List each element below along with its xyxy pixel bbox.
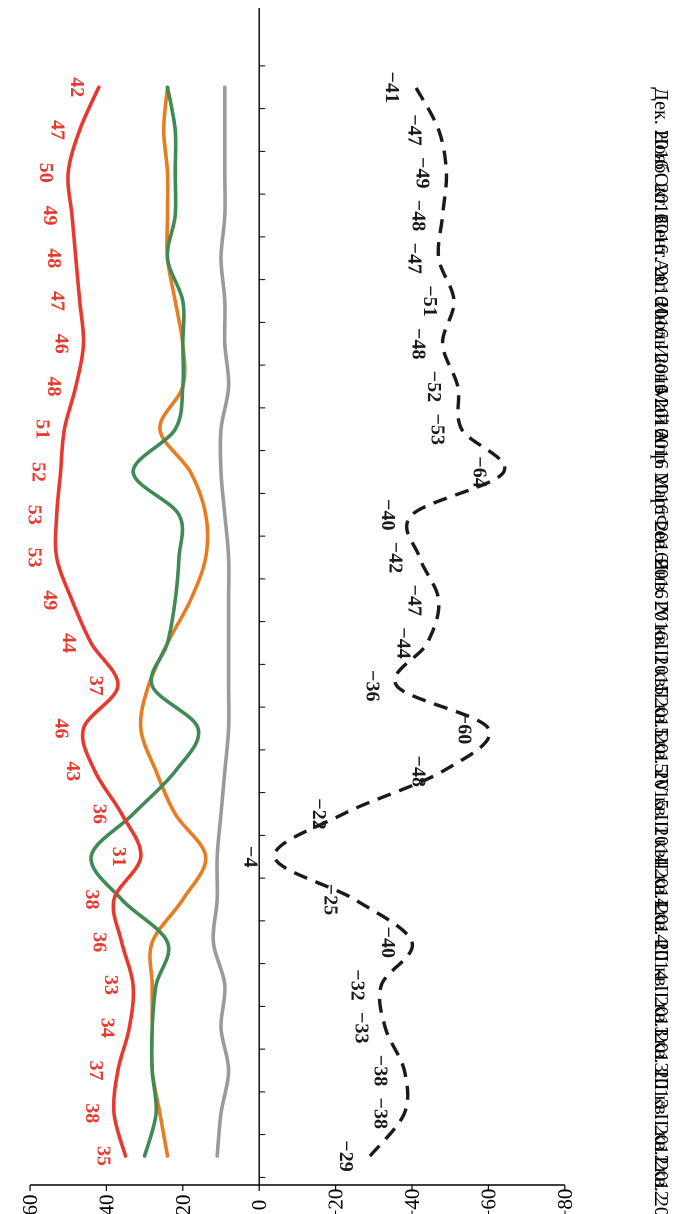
data-label: 49	[39, 590, 61, 610]
data-label: −38	[369, 1098, 391, 1129]
category-tick-label: Янв. 2016	[650, 558, 672, 642]
category-tick-label: IV кв. 2015	[650, 600, 672, 695]
category-tick-label: Апр. 2016	[650, 429, 672, 514]
data-label: 47	[47, 291, 69, 311]
data-label: −40	[377, 927, 399, 958]
data-label: 35	[93, 1146, 115, 1166]
value-tick-label: −20	[324, 1189, 348, 1214]
data-label: −48	[408, 200, 430, 231]
data-label: −44	[392, 627, 414, 658]
data-label: −48	[408, 756, 430, 787]
data-label: −38	[369, 1055, 391, 1086]
data-label: 44	[58, 633, 80, 653]
category-tick-label: III кв. 2013	[650, 942, 672, 1036]
data-label: 50	[35, 163, 57, 183]
data-label: 53	[24, 505, 46, 525]
data-label: −47	[404, 243, 426, 274]
data-label: 36	[89, 932, 111, 952]
data-label: 46	[50, 719, 72, 739]
data-label: −22	[308, 798, 330, 829]
data-label: 49	[39, 206, 61, 226]
series-line	[89, 85, 201, 1158]
data-label: 43	[62, 761, 84, 781]
category-tick-label: II кв. 2012	[650, 1113, 672, 1200]
data-label: 37	[85, 1061, 107, 1081]
series-line	[138, 85, 210, 1158]
category-tick-label: IV кв. 2014	[650, 771, 672, 866]
data-label: −36	[362, 670, 384, 701]
value-tick-label: 0	[247, 1200, 271, 1211]
value-tick-label: −60	[476, 1189, 500, 1214]
category-tick-label: I кв. 2014	[650, 900, 672, 981]
value-tick-label: −80	[553, 1189, 577, 1214]
data-label: 34	[96, 1018, 118, 1038]
data-label: −51	[419, 285, 441, 316]
data-label: 52	[28, 462, 50, 482]
data-label: 38	[81, 890, 103, 910]
data-label: 38	[81, 1103, 103, 1123]
category-tick-label: Июнь 2016	[650, 344, 672, 438]
data-label: −64	[469, 456, 491, 487]
data-label: 37	[85, 676, 107, 696]
category-tick-label: II кв. 2015	[650, 686, 672, 773]
series-line	[211, 85, 231, 1158]
value-tick-label: −40	[400, 1189, 424, 1214]
data-label: −47	[404, 114, 426, 145]
data-label: −53	[427, 414, 449, 445]
category-tick-label: Нояб. 2016	[650, 130, 672, 223]
data-label: −48	[408, 328, 430, 359]
data-label: −60	[453, 713, 475, 744]
category-tick-label: III кв. 2014	[650, 814, 672, 908]
data-label: 36	[89, 804, 111, 824]
data-label: 48	[43, 248, 65, 268]
category-tick-label: Фев. 2016	[650, 515, 672, 599]
data-label: 47	[47, 120, 69, 140]
data-label: 46	[50, 334, 72, 354]
data-label: −33	[350, 1012, 372, 1043]
data-label: −25	[320, 884, 342, 915]
data-label: 53	[24, 548, 46, 568]
data-label: 42	[66, 77, 88, 97]
category-tick-label: Май 2016	[650, 387, 672, 469]
category-tick-label: III кв. 2012	[650, 1071, 672, 1165]
data-label: −42	[385, 542, 407, 573]
value-tick-label: 40	[94, 1195, 118, 1214]
value-tick-label: 20	[171, 1195, 195, 1214]
category-tick-label: II кв. 2014	[650, 857, 672, 944]
category-tick-label: Окт. 2016	[650, 173, 672, 254]
category-tick-label: Сент. 2016	[650, 216, 672, 306]
data-label: 48	[43, 377, 65, 397]
category-tick-label: I кв. 2013	[650, 1028, 672, 1109]
data-label: −41	[381, 72, 403, 103]
data-label: −4	[239, 846, 261, 867]
category-tick-label: Авг. 2016	[650, 258, 672, 338]
category-tick-label: Март 2016	[650, 472, 672, 562]
data-label: −49	[411, 157, 433, 188]
data-label: −52	[423, 371, 445, 402]
category-tick-label: I кв. 2012	[650, 1156, 672, 1214]
category-tick-label: III кв. 2015	[650, 643, 672, 737]
series-line	[53, 85, 143, 1158]
data-label: −47	[404, 585, 426, 616]
category-tick-label: I кв. 2015	[650, 729, 672, 810]
category-tick-label: Июль 2016	[650, 301, 672, 394]
series-layer	[53, 85, 507, 1158]
data-label: 31	[108, 847, 130, 867]
data-label: 51	[31, 419, 53, 439]
data-label: −32	[346, 969, 368, 1000]
data-label-layer: 35 38 37 34 33 36 38 31 36 43 46 37 44 49 53 53 52 51 48 46…	[24, 72, 491, 1172]
data-label: 33	[100, 975, 122, 995]
series-line	[272, 86, 507, 1158]
category-tick-label: II кв. 2013	[650, 985, 672, 1072]
data-label: −40	[377, 499, 399, 530]
category-tick-label: Дек. 2016	[650, 87, 672, 169]
value-tick-label: 60	[18, 1195, 42, 1214]
data-label: −29	[335, 1140, 357, 1171]
